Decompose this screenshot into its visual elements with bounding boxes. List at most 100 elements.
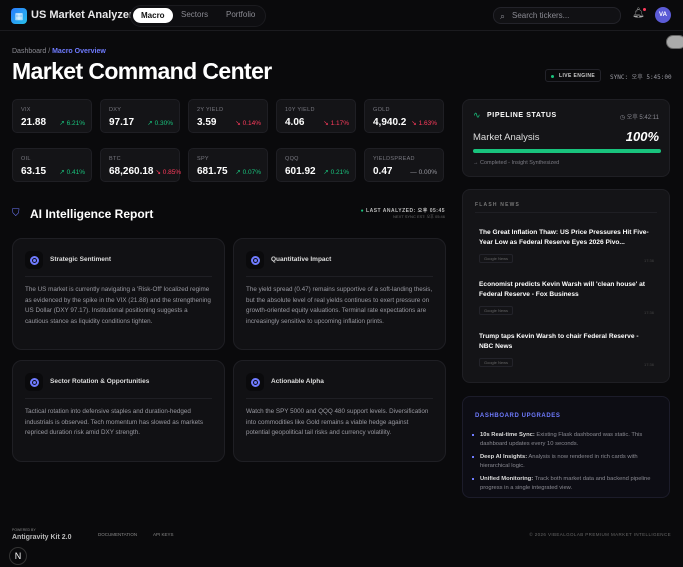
documentation-link[interactable]: DOCUMENTATION [98, 532, 138, 537]
ticker-card[interactable]: VIX 21.88 ↗ 6.21% [12, 99, 92, 133]
bell-icon[interactable]: 🔔︎ [632, 8, 646, 19]
ticker-change: ↗ 6.21% [59, 120, 85, 127]
news-item[interactable]: Economist predicts Kevin Warsh will 'cle… [479, 280, 654, 317]
top-bar [0, 0, 683, 31]
ticker-change: ↗ 0.41% [59, 169, 85, 176]
ticker-row: 3.59 ↘ 0.14% [197, 117, 261, 128]
upgrade-item-title: Deep AI Insights: [480, 454, 528, 460]
flash-news-panel: FLASH NEWS The Great Inflation Thaw: US … [462, 189, 670, 383]
search-input[interactable]: ⌕ Search tickers... [493, 7, 621, 24]
powered-by: POWERED BY [12, 528, 36, 532]
ticker-card[interactable]: SPY 681.75 ↗ 0.07% [188, 148, 268, 182]
upgrade-item: 10s Real-time Sync: Existing Flask dashb… [472, 431, 662, 448]
activity-icon: ∿ [473, 110, 481, 120]
tab-sectors[interactable]: Sectors [181, 10, 209, 19]
ticker-value: 68,260.18 [109, 166, 154, 177]
pipeline-percent: 100% [625, 129, 659, 144]
ticker-change: ↗ 0.30% [147, 120, 173, 127]
divider [25, 398, 212, 399]
ticker-row: 4,940.2 ↘ 1.63% [373, 117, 437, 128]
copyright: © 2026 VIBEALGOLAB PREMIUM MARKET INTELL… [529, 532, 671, 537]
ticker-row: 4.06 ↘ 1.17% [285, 117, 349, 128]
pipeline-status-panel: ∿ PIPELINE STATUS ◷ 오후 5:42:11 Market An… [462, 99, 670, 177]
ticker-label: SPY [197, 156, 209, 162]
breadcrumb-root[interactable]: Dashboard [12, 48, 47, 55]
avatar[interactable]: VA [655, 7, 671, 23]
n-logo-icon[interactable]: N [9, 547, 27, 565]
target-icon [246, 373, 264, 391]
ticker-card[interactable]: 10Y YIELD 4.06 ↘ 1.17% [276, 99, 356, 133]
upgrades-title: DASHBOARD UPGRADES [475, 413, 561, 419]
last-analyzed: ● LAST ANALYZED: 오후 05:45 [360, 208, 445, 214]
ticker-row: 63.15 ↗ 0.41% [21, 166, 85, 177]
ticker-card[interactable]: BTC 68,260.18 ↘ 0.85% [100, 148, 181, 182]
target-icon [25, 373, 43, 391]
upgrade-item-text: Track both market data and backend pipel… [480, 476, 651, 491]
report-card-title: Strategic Sentiment [50, 256, 112, 263]
news-time: 17:36 [643, 310, 654, 316]
next-sync: NEXT SYNC EST: 오후 05:46 [393, 214, 445, 219]
news-item[interactable]: The Great Inflation Thaw: US Price Press… [479, 228, 654, 265]
trend-icon: ↗ [59, 169, 67, 176]
ticker-value: 0.47 [373, 166, 393, 177]
ticker-card[interactable]: OIL 63.15 ↗ 0.41% [12, 148, 92, 182]
sync-time: SYNC: 오후 5:45:00 [610, 74, 672, 81]
upgrade-item-title: Unified Monitoring: [480, 476, 534, 482]
pipeline-task: Market Analysis [473, 132, 540, 143]
clock-icon: ◷ [619, 115, 627, 121]
report-card-text: The yield spread (0.47) remains supporti… [246, 286, 433, 326]
ticker-value: 601.92 [285, 166, 316, 177]
report-card-title: Sector Rotation & Opportunities [50, 378, 150, 385]
trend-icon: ↗ [147, 120, 155, 127]
ticker-row: 21.88 ↗ 6.21% [21, 117, 85, 128]
ticker-change: ↗ 0.21% [323, 169, 349, 176]
ticker-row: 681.75 ↗ 0.07% [197, 166, 261, 177]
ticker-label: VIX [21, 107, 31, 113]
ticker-row: 97.17 ↗ 0.30% [109, 117, 173, 128]
ticker-change: ↗ 0.07% [235, 169, 261, 176]
flash-news-title: FLASH NEWS [475, 202, 521, 208]
ticker-value: 97.17 [109, 117, 135, 128]
report-card: Strategic Sentiment The US market is curr… [12, 238, 225, 350]
trend-icon: ↗ [59, 120, 67, 127]
ticker-card[interactable]: 2Y YIELD 3.59 ↘ 0.14% [188, 99, 268, 133]
ticker-row: 68,260.18 ↘ 0.85% [109, 166, 181, 177]
news-title[interactable]: Trump taps Kevin Warsh to chair Federal … [479, 333, 639, 350]
tab-portfolio[interactable]: Portfolio [226, 10, 256, 19]
ticker-change: ↘ 0.14% [235, 120, 261, 127]
breadcrumb: Dashboard / Macro Overview [12, 48, 106, 55]
upgrade-item: Unified Monitoring: Track both market da… [472, 475, 662, 492]
api-keys-link[interactable]: API KEYS [153, 532, 174, 537]
news-source: Google News [479, 306, 514, 316]
report-card-text: The US market is currently navigating a … [25, 286, 211, 326]
news-item[interactable]: Trump taps Kevin Warsh to chair Federal … [479, 332, 654, 369]
ticker-card[interactable]: YIELDSPREAD 0.47 — 0.00% [364, 148, 444, 182]
report-card-title: Quantitative Impact [271, 256, 332, 263]
report-card: Quantitative Impact The yield spread (0.4… [233, 238, 446, 350]
breadcrumb-current: Macro Overview [52, 48, 106, 55]
ticker-label: 2Y YIELD [197, 107, 224, 113]
tab-macro[interactable]: Macro [133, 8, 173, 23]
trend-icon: ↗ [235, 169, 243, 176]
ticker-change: ↘ 1.63% [411, 120, 437, 127]
kit-name: Antigravity Kit 2.0 [12, 534, 72, 541]
pipeline-title: PIPELINE STATUS [487, 112, 557, 119]
ticker-card[interactable]: QQQ 601.92 ↗ 0.21% [276, 148, 356, 182]
news-title[interactable]: Economist predicts Kevin Warsh will 'cle… [479, 281, 645, 298]
news-title[interactable]: The Great Inflation Thaw: US Price Press… [479, 229, 649, 246]
trend-icon: ↗ [323, 169, 331, 176]
ticker-card[interactable]: DXY 97.17 ↗ 0.30% [100, 99, 180, 133]
ticker-label: OIL [21, 156, 31, 162]
trend-icon: ↘ [411, 120, 419, 127]
divider [25, 276, 212, 277]
main-nav: Macro Sectors Portfolio [130, 5, 266, 27]
side-toggle-button[interactable] [666, 35, 683, 49]
report-card-text: Watch the SPY 5000 and QQQ 480 support l… [246, 408, 429, 437]
trend-icon: — [410, 169, 419, 176]
upgrade-item-text: Analysis is now rendered in rich cards w… [480, 454, 638, 469]
grid-icon[interactable]: ▦ [11, 8, 27, 24]
divider [475, 212, 657, 213]
news-source: Google News [479, 358, 514, 368]
ticker-card[interactable]: GOLD 4,940.2 ↘ 1.63% [364, 99, 444, 133]
divider [246, 398, 433, 399]
